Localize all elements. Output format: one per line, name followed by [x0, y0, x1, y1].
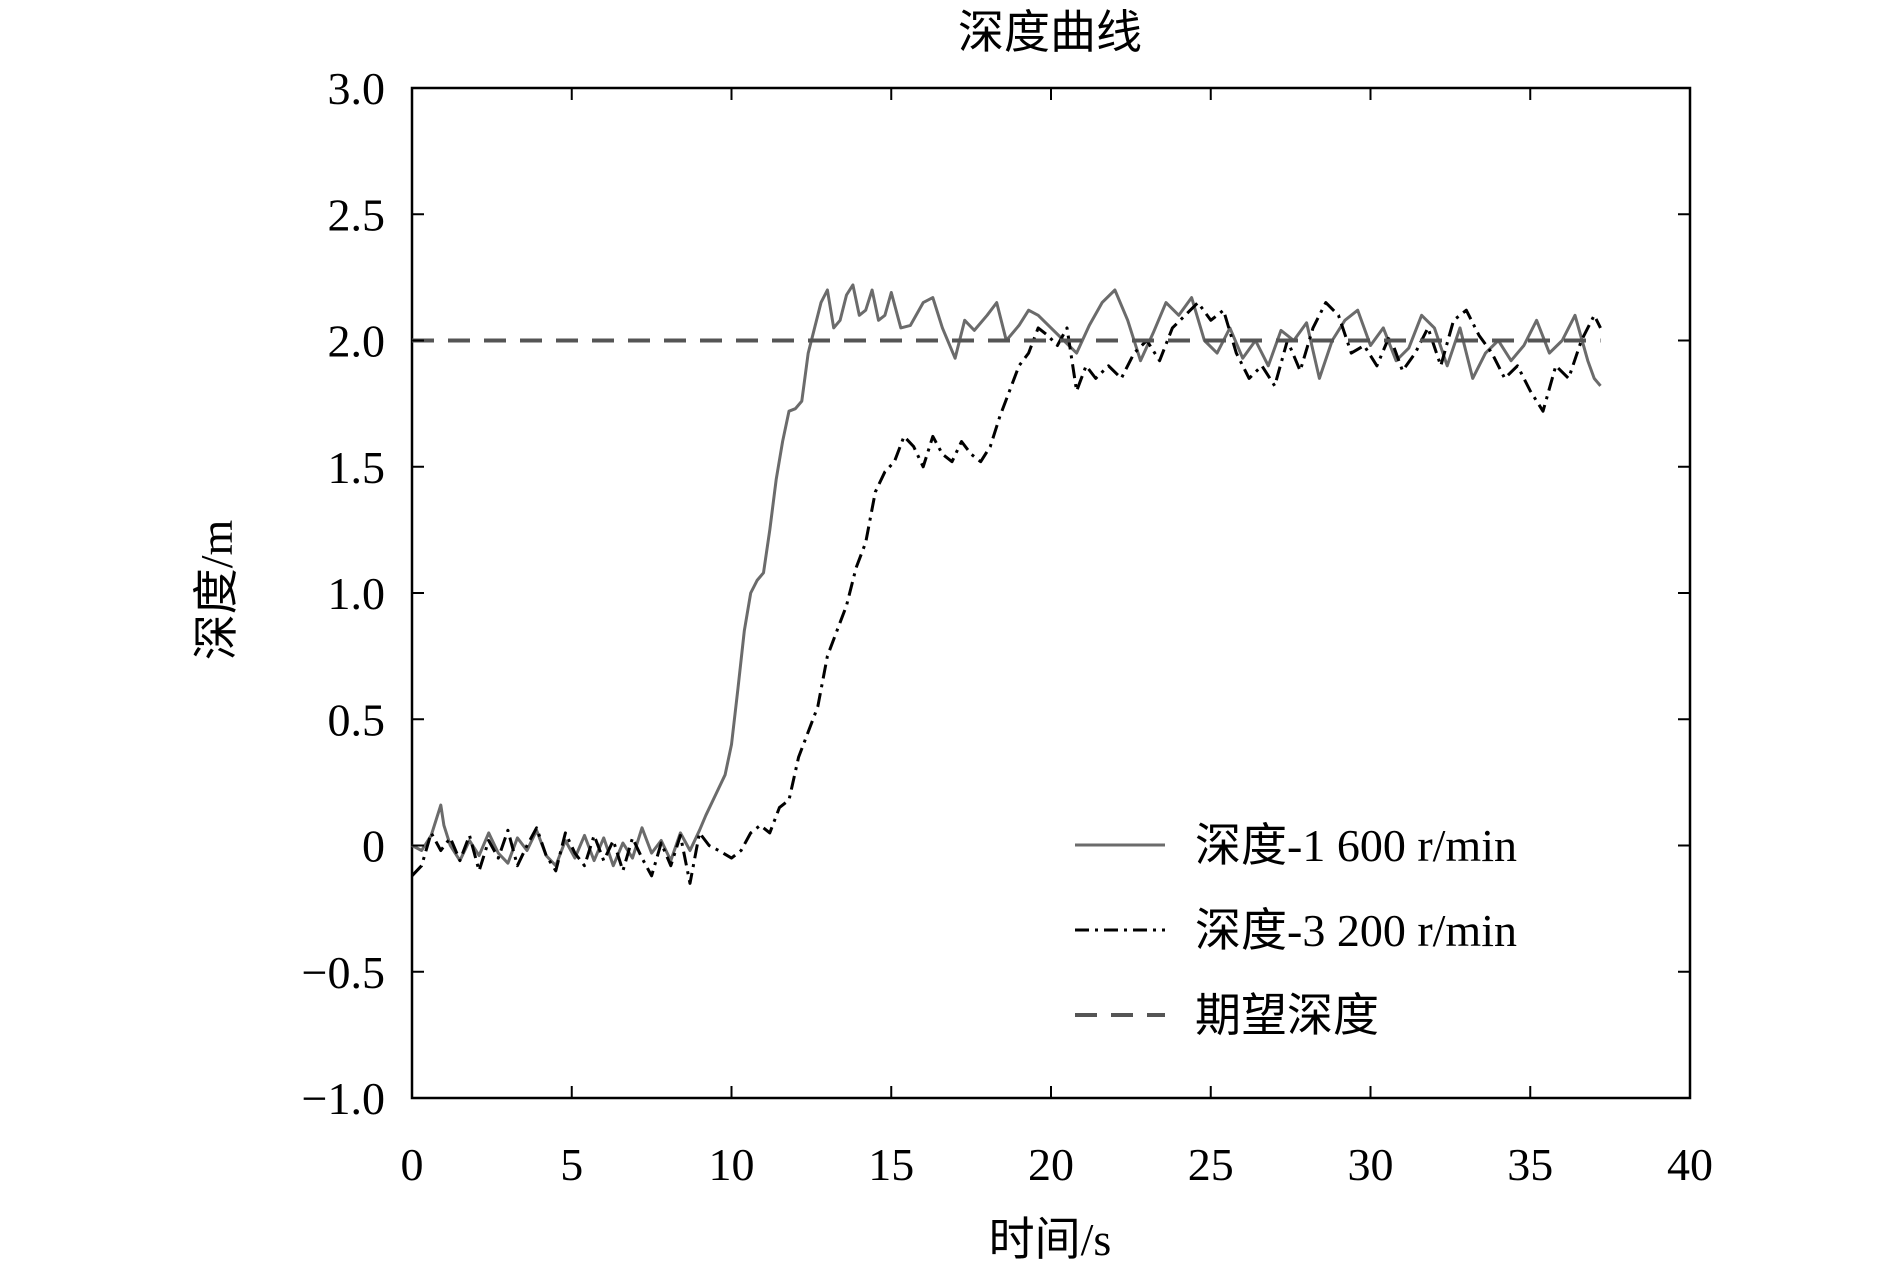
x-tick-label: 15 — [868, 1139, 914, 1190]
x-tick-label: 30 — [1348, 1139, 1394, 1190]
y-tick-label: 1.0 — [328, 568, 386, 619]
y-axis-label: 深度/m — [191, 520, 242, 661]
legend-label-2: 深度-3 200 r/min — [1195, 905, 1517, 956]
series-line-1 — [411, 283, 1602, 868]
x-tick-label: 20 — [1028, 1139, 1074, 1190]
y-tick-label: −0.5 — [302, 947, 385, 998]
y-tick-label: 2.5 — [328, 189, 386, 240]
series-line-2 — [410, 301, 1602, 885]
y-tick-label: 0 — [362, 821, 385, 872]
y-tick-label: −1.0 — [302, 1073, 385, 1124]
x-tick-label: 5 — [560, 1139, 583, 1190]
axes-group: 0 5 10 15 20 25 30 35 40 −1.0 −0.5 0 0.5 1.0 1.5 2.0 2.5… — [302, 63, 1713, 1190]
chart-title: 深度曲线 — [958, 7, 1142, 58]
x-tick-label: 35 — [1507, 1139, 1553, 1190]
legend-label-1: 深度-1 600 r/min — [1195, 820, 1517, 871]
x-tick-label: 40 — [1667, 1139, 1713, 1190]
x-tick-label: 0 — [401, 1139, 424, 1190]
y-tick-label: 0.5 — [328, 694, 386, 745]
x-tick-label: 25 — [1188, 1139, 1234, 1190]
legend-label-3: 期望深度 — [1195, 990, 1379, 1041]
x-axis-label: 时间/s — [989, 1214, 1112, 1264]
x-tick-label: 10 — [709, 1139, 755, 1190]
y-tick-label: 1.5 — [328, 442, 386, 493]
y-tick-label: 3.0 — [328, 63, 386, 114]
legend: 深度-1 600 r/min 深度-3 200 r/min 期望深度 — [1075, 820, 1517, 1041]
y-tick-label: 2.0 — [328, 316, 386, 367]
series-group — [410, 283, 1602, 885]
